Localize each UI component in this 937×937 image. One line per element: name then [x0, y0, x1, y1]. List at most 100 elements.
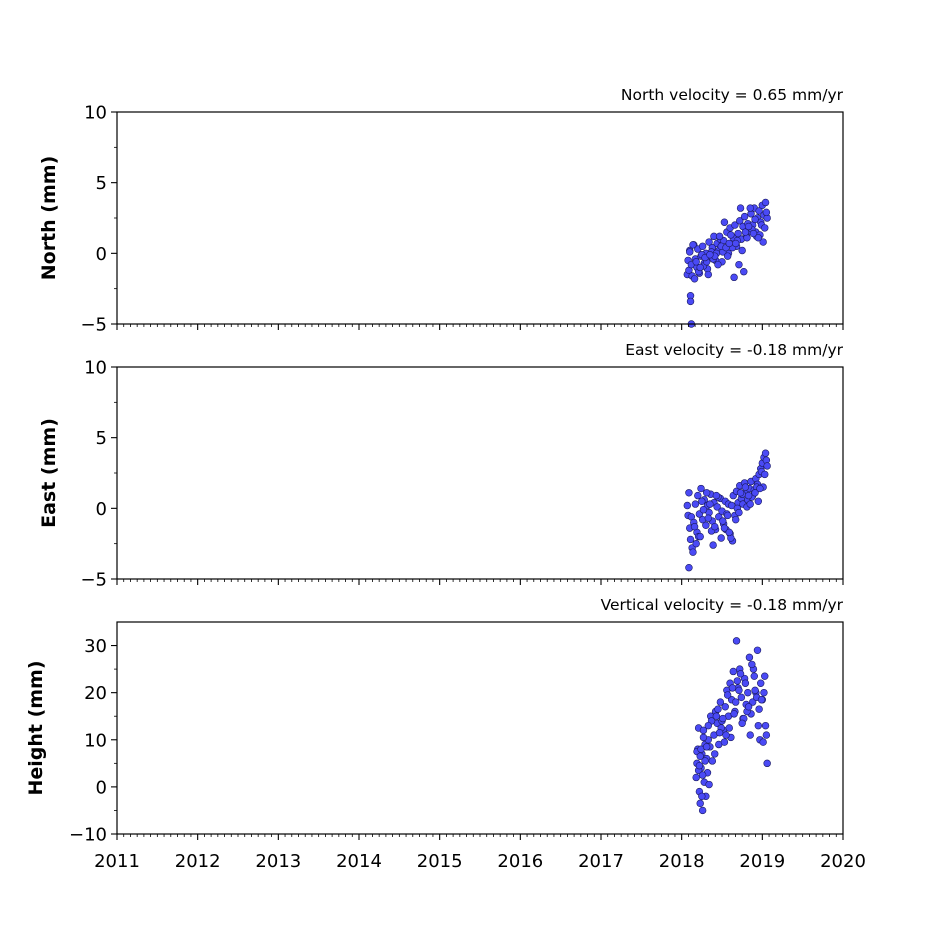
data-point [740, 212, 749, 221]
data-point [748, 698, 757, 706]
east-panel: −5 0 5 10 East velocity = -0.18 mm/yr East … [38, 341, 844, 591]
data-point [721, 703, 729, 711]
data-point [723, 511, 732, 520]
vertical-velocity-title: Vertical velocity = -0.18 mm/yr [601, 596, 844, 614]
data-point [712, 491, 721, 500]
x-tick-label: 2013 [255, 851, 301, 872]
data-point [685, 489, 693, 497]
data-point [762, 731, 771, 739]
data-point [755, 207, 763, 215]
y-tick-label: 0 [96, 777, 107, 798]
data-point [705, 238, 713, 246]
data-point [745, 653, 754, 662]
data-point [741, 679, 750, 687]
data-point [714, 705, 722, 713]
y-tick-label: −10 [69, 825, 107, 846]
data-point [735, 260, 743, 269]
x-tick-label: 2020 [820, 851, 866, 872]
east-axes: −5 0 5 10 [80, 358, 844, 591]
data-point [714, 260, 722, 269]
data-point [711, 750, 719, 758]
data-point [696, 532, 704, 541]
y-tick-label: 0 [96, 499, 107, 520]
north-y-axis-label: North (mm) [38, 156, 60, 281]
y-tick-label: 10 [84, 730, 107, 751]
y-tick-label: 10 [84, 358, 107, 379]
data-point [725, 724, 733, 732]
data-point [722, 731, 730, 739]
data-point [744, 688, 752, 697]
data-point [751, 215, 759, 224]
data-point [683, 501, 692, 510]
data-point [704, 270, 712, 279]
data-point [736, 217, 744, 225]
north-panel: −5 0 5 10 North velocity = 0.65 mm/yr North… [38, 86, 844, 336]
x-tick-label: 2015 [417, 851, 463, 872]
data-point [732, 515, 740, 524]
data-point [713, 503, 721, 511]
data-point [712, 712, 721, 720]
height-axes: −10 0 10 20 30 2011 2012 2013 2014 2015 2016 2017 20… [69, 621, 866, 872]
data-point [715, 232, 724, 241]
data-point [704, 721, 712, 730]
data-point [755, 705, 763, 713]
data-point [727, 231, 735, 239]
data-point [757, 679, 765, 687]
data-point [696, 799, 704, 808]
data-point [709, 541, 717, 549]
north-axes: −5 0 5 10 [80, 103, 844, 336]
data-point [698, 771, 707, 779]
data-point [751, 686, 759, 695]
data-point [691, 500, 700, 508]
data-point [686, 297, 695, 306]
x-tick-label: 2014 [336, 851, 382, 872]
data-point [749, 229, 758, 238]
data-point [741, 228, 750, 236]
data-point [706, 500, 714, 508]
y-tick-label: 5 [96, 173, 107, 194]
data-point [701, 757, 709, 765]
data-point [692, 258, 700, 266]
data-point [736, 489, 745, 497]
data-point [725, 528, 733, 537]
data-point [740, 268, 748, 276]
data-point [761, 198, 770, 207]
y-tick-label: 10 [84, 103, 107, 124]
data-point [696, 752, 704, 760]
data-point [690, 275, 699, 283]
data-point [720, 524, 729, 532]
data-point [754, 721, 762, 730]
east-y-axis-label: East (mm) [38, 418, 60, 528]
data-point [733, 677, 742, 685]
data-point [695, 761, 704, 770]
data-point [734, 229, 742, 238]
data-point [759, 238, 767, 246]
data-point [692, 539, 700, 548]
data-point [692, 773, 700, 782]
data-point [762, 208, 771, 217]
data-point [735, 508, 743, 517]
x-tick-label: 2011 [94, 851, 140, 872]
data-point [698, 242, 707, 250]
data-point [754, 234, 762, 242]
data-point [732, 239, 740, 248]
data-point [686, 535, 695, 544]
data-point [719, 714, 727, 723]
data-point [698, 792, 706, 801]
height-y-axis-label: Height (mm) [25, 660, 47, 795]
data-point [702, 743, 711, 751]
data-point [696, 263, 704, 272]
data-point [754, 497, 762, 505]
data-point [702, 489, 711, 497]
y-tick-label: −5 [80, 315, 107, 336]
data-point [738, 719, 746, 727]
y-tick-label: 20 [84, 683, 107, 704]
data-point [699, 506, 708, 514]
x-tick-label: 2017 [578, 851, 624, 872]
data-point [689, 241, 697, 249]
north-data-points [683, 198, 771, 328]
height-panel: −10 0 10 20 30 2011 2012 2013 2014 2015 2016 2017 20… [25, 596, 866, 872]
data-point [719, 517, 727, 525]
